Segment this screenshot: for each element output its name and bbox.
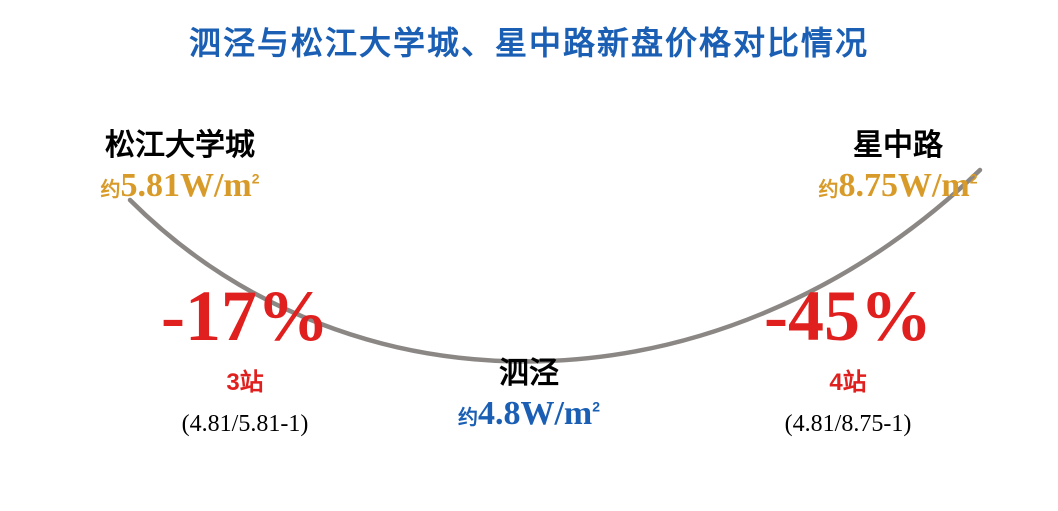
right-delta-block: -45% 4站 (4.81/8.75-1) — [718, 280, 978, 438]
location-right: 星中路 约8.75W/m2 — [783, 120, 1013, 205]
right-price: 约8.75W/m2 — [783, 166, 1013, 205]
left-percentage: -17% — [115, 280, 375, 352]
left-location-name: 松江大学城 — [65, 120, 295, 164]
location-left: 松江大学城 约5.81W/m2 — [65, 120, 295, 205]
left-price: 约5.81W/m2 — [65, 166, 295, 205]
right-percentage: -45% — [718, 280, 978, 352]
right-location-name: 星中路 — [783, 120, 1013, 164]
mid-location-name: 泗泾 — [409, 348, 649, 392]
chart-title: 泗泾与松江大学城、星中路新盘价格对比情况 — [0, 18, 1058, 64]
right-stations: 4站 — [718, 362, 978, 397]
location-middle: 泗泾 约4.8W/m2 — [409, 348, 649, 433]
left-stations: 3站 — [115, 362, 375, 397]
left-formula: (4.81/5.81-1) — [115, 411, 375, 438]
left-delta-block: -17% 3站 (4.81/5.81-1) — [115, 280, 375, 438]
right-formula: (4.81/8.75-1) — [718, 411, 978, 438]
mid-price: 约4.8W/m2 — [409, 394, 649, 433]
